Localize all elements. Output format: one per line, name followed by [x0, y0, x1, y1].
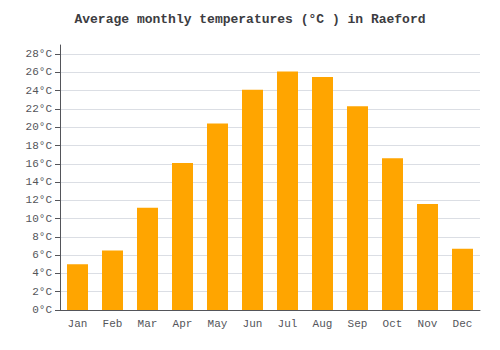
- svg-text:2°C: 2°C: [32, 286, 52, 298]
- svg-text:Average monthly temperatures (: Average monthly temperatures (°C ) in Ra…: [74, 12, 425, 27]
- svg-text:28°C: 28°C: [26, 48, 53, 60]
- svg-text:20°C: 20°C: [26, 121, 53, 133]
- svg-text:Jul: Jul: [278, 318, 298, 330]
- svg-text:14°C: 14°C: [26, 176, 53, 188]
- svg-text:4°C: 4°C: [32, 267, 52, 279]
- svg-text:10°C: 10°C: [26, 213, 53, 225]
- svg-text:Aug: Aug: [313, 318, 333, 330]
- svg-text:Apr: Apr: [173, 318, 193, 330]
- svg-text:Jun: Jun: [243, 318, 263, 330]
- svg-text:Mar: Mar: [138, 318, 158, 330]
- svg-text:Nov: Nov: [418, 318, 438, 330]
- svg-text:24°C: 24°C: [26, 85, 53, 97]
- svg-text:0°C: 0°C: [32, 304, 52, 316]
- svg-text:Jan: Jan: [68, 318, 88, 330]
- svg-text:6°C: 6°C: [32, 249, 52, 261]
- svg-text:8°C: 8°C: [32, 231, 52, 243]
- svg-text:Feb: Feb: [103, 318, 123, 330]
- svg-text:Dec: Dec: [453, 318, 473, 330]
- svg-text:26°C: 26°C: [26, 66, 53, 78]
- svg-text:22°C: 22°C: [26, 103, 53, 115]
- svg-text:Sep: Sep: [348, 318, 368, 330]
- svg-text:18°C: 18°C: [26, 140, 53, 152]
- svg-text:12°C: 12°C: [26, 194, 53, 206]
- svg-text:Oct: Oct: [383, 318, 403, 330]
- svg-text:16°C: 16°C: [26, 158, 53, 170]
- svg-text:May: May: [208, 318, 228, 330]
